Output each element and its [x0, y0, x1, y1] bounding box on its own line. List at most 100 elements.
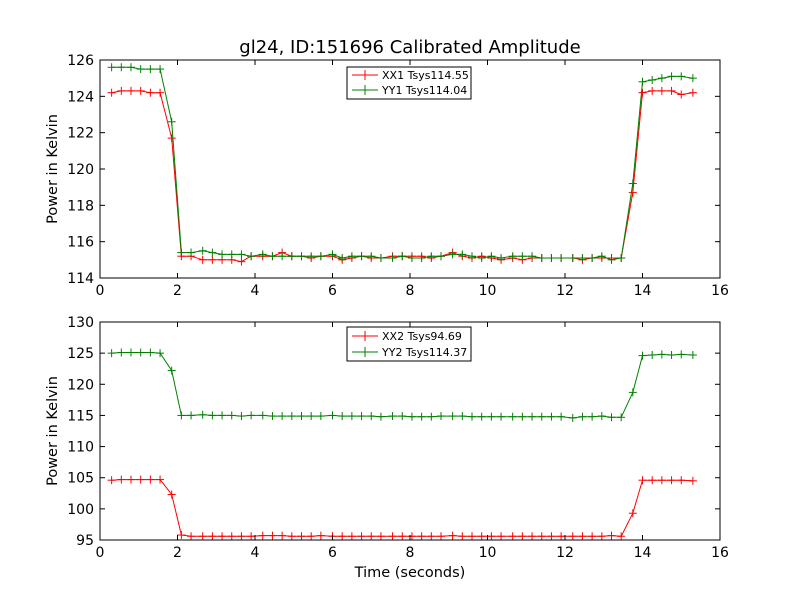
data-point [136, 65, 145, 74]
data-point [458, 412, 467, 421]
data-point [487, 412, 496, 421]
data-point [468, 532, 476, 541]
legend-label-yy2: YY2 Tsys114.37 [381, 346, 467, 359]
data-point [156, 88, 165, 97]
data-point [528, 412, 537, 421]
x-tick-label: 2 [173, 283, 182, 299]
data-point [258, 250, 267, 259]
data-point [198, 246, 207, 255]
data-point [667, 72, 676, 81]
data-point [427, 532, 436, 541]
y-tick-label: 105 [67, 471, 94, 487]
data-point [458, 250, 467, 259]
data-point [278, 412, 287, 421]
data-point [388, 254, 397, 263]
x-tick-label: 6 [328, 283, 337, 299]
data-point [537, 532, 546, 541]
data-point [107, 88, 116, 97]
data-point [136, 475, 145, 484]
data-point [156, 349, 165, 358]
data-point [557, 532, 566, 541]
data-point [187, 248, 196, 257]
data-point [578, 532, 587, 541]
data-point [307, 252, 316, 261]
data-point [227, 411, 236, 420]
data-point [437, 252, 445, 261]
data-point [477, 532, 486, 541]
legend-label-yy1: YY1 Tsys114.04 [381, 84, 467, 97]
data-point [127, 475, 135, 484]
data-point [398, 252, 407, 261]
x-tick-label: 16 [711, 283, 729, 299]
data-point [247, 411, 256, 420]
data-point [607, 413, 616, 422]
legend-top: XX1 Tsys114.55 YY1 Tsys114.04 [346, 66, 472, 100]
data-point [136, 348, 145, 357]
data-point [208, 248, 217, 257]
x-tick-label: 8 [406, 545, 415, 561]
data-point [437, 532, 445, 541]
data-point [688, 476, 697, 485]
data-point [667, 351, 676, 360]
x-tick-label: 14 [634, 545, 652, 561]
data-point [297, 412, 306, 421]
data-point [237, 257, 246, 266]
data-point [146, 88, 155, 97]
data-point [638, 476, 647, 485]
data-point [648, 351, 657, 360]
data-point [677, 350, 686, 359]
data-point [268, 531, 277, 540]
data-point [357, 412, 366, 421]
data-point [127, 63, 135, 72]
data-point [427, 252, 436, 261]
data-point [458, 532, 467, 541]
data-point [367, 532, 376, 541]
data-point [347, 532, 356, 541]
data-point [297, 252, 306, 261]
data-point [177, 411, 186, 420]
data-point [287, 532, 296, 541]
y-tick-label: 95 [76, 533, 94, 549]
data-point [338, 412, 347, 421]
y-tick-label: 118 [67, 198, 94, 214]
data-point [557, 254, 566, 263]
x-tick-label: 4 [251, 283, 260, 299]
data-point [638, 88, 647, 97]
data-point [107, 349, 116, 358]
data-point [187, 532, 196, 541]
data-point [338, 532, 347, 541]
data-point [347, 412, 356, 421]
data-point [528, 252, 537, 261]
data-point [448, 250, 457, 259]
data-point [667, 86, 676, 95]
data-point [218, 532, 227, 541]
data-point [237, 250, 246, 259]
series-layer-top [107, 63, 697, 266]
data-point [316, 412, 325, 421]
data-point [667, 476, 676, 485]
data-point [208, 411, 217, 420]
data-point [258, 411, 267, 420]
data-point [588, 254, 597, 263]
data-point [657, 74, 666, 83]
data-point [328, 411, 337, 420]
y-tick-label: 122 [67, 126, 94, 142]
series-layer-bottom [107, 348, 697, 541]
data-point [417, 532, 426, 541]
data-point [258, 531, 267, 540]
data-point [198, 532, 207, 541]
data-point [117, 475, 126, 484]
legend-box-top [346, 66, 472, 100]
x-tick-label: 16 [711, 545, 729, 561]
data-point [247, 252, 256, 261]
x-tick-label: 14 [634, 283, 652, 299]
data-point [477, 254, 486, 263]
data-point [617, 413, 626, 422]
data-point [208, 255, 217, 264]
data-point [597, 412, 606, 421]
x-tick-label: 10 [479, 545, 497, 561]
data-point [638, 351, 647, 360]
data-point [268, 252, 277, 261]
